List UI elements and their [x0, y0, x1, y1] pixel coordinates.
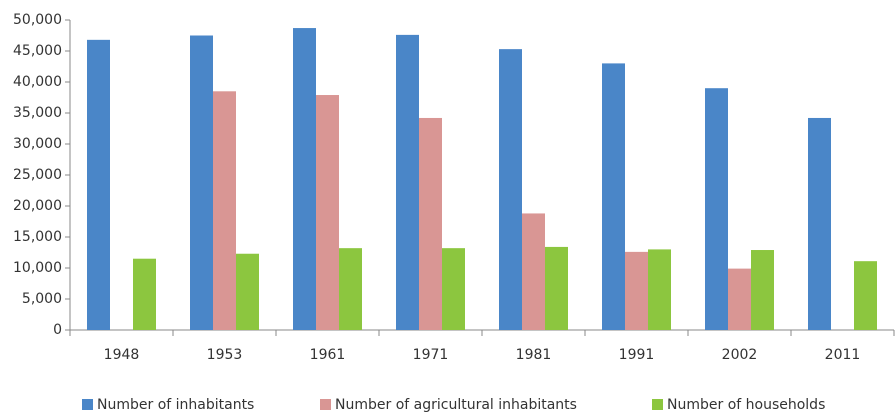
y-tick-label: 20,000	[13, 198, 62, 214]
bar	[705, 88, 728, 330]
y-tick-label: 50,000	[13, 12, 62, 28]
y-tick-label: 35,000	[13, 105, 62, 121]
legend-swatch	[82, 399, 93, 410]
bar	[419, 117, 442, 331]
x-tick-label: 1948	[104, 347, 140, 363]
y-tick-label: 25,000	[13, 167, 62, 183]
legend-label: Number of households	[667, 397, 825, 413]
bar	[396, 34, 419, 330]
bar	[648, 249, 671, 330]
bar	[545, 246, 568, 330]
bar	[339, 248, 362, 330]
y-tick-label: 5,000	[22, 291, 62, 307]
y-tick-label: 45,000	[13, 43, 62, 59]
bar	[293, 28, 316, 331]
x-tick-label: 2002	[722, 347, 758, 363]
x-tick-label: 1971	[413, 347, 449, 363]
y-tick-label: 10,000	[13, 260, 62, 276]
bar	[236, 253, 259, 330]
legend-swatch	[320, 399, 331, 410]
bar	[316, 95, 339, 331]
y-tick-label: 0	[53, 322, 62, 338]
bar	[808, 117, 831, 331]
bar	[213, 91, 236, 330]
bar	[87, 39, 110, 331]
x-tick-label: 1991	[619, 347, 655, 363]
bar	[602, 63, 625, 331]
bar	[854, 261, 877, 330]
bar	[499, 49, 522, 330]
legend-swatch	[652, 399, 663, 410]
x-tick-label: 1953	[207, 347, 243, 363]
bar	[625, 251, 648, 330]
bar	[728, 268, 751, 330]
bar	[522, 213, 545, 330]
bar	[190, 35, 213, 330]
x-tick-label: 1961	[310, 347, 346, 363]
legend-label: Number of agricultural inhabitants	[335, 397, 577, 413]
y-tick-label: 15,000	[13, 229, 62, 245]
y-tick-label: 40,000	[13, 74, 62, 90]
legend-label: Number of inhabitants	[97, 397, 254, 413]
x-tick-label: 1981	[516, 347, 552, 363]
y-tick-label: 30,000	[13, 136, 62, 152]
bar	[751, 250, 774, 330]
x-tick-label: 2011	[825, 347, 861, 363]
bar	[442, 248, 465, 330]
bar	[133, 258, 156, 330]
